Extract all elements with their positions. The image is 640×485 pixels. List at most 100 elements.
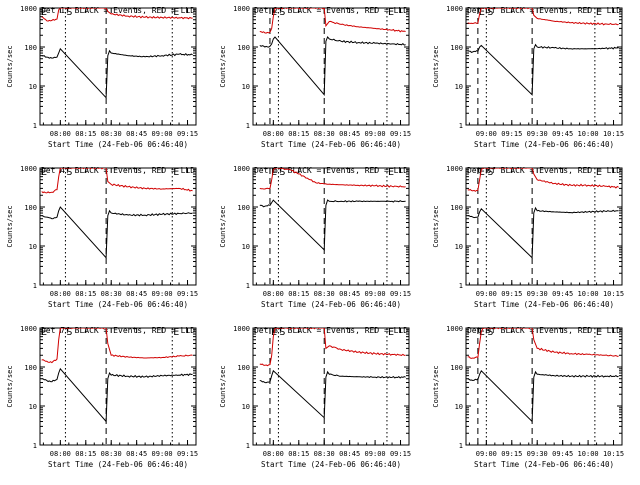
x-axis-label: Start Time (24-Feb-06 06:46:40) [48, 300, 188, 309]
time-marker-label: E [479, 167, 485, 178]
detector-panel: Det 4f BLACK = Events, RED = LLD 1 10 100 10… [0, 160, 213, 320]
time-marker-label: S [279, 327, 285, 338]
event-rate-series [41, 367, 193, 423]
chart-title: Det 4f BLACK = Events, RED = LLD [41, 166, 195, 175]
x-axis-label: Start Time (24-Feb-06 06:46:40) [261, 140, 401, 149]
x-tick-label: 08:00 [263, 450, 284, 458]
x-tick-label: 08:30 [314, 450, 335, 458]
y-tick-label: 10 [242, 83, 250, 91]
x-tick-label: 09:00 [152, 290, 173, 298]
lld-rate-series [259, 8, 406, 34]
time-marker-label: E [388, 7, 394, 18]
event-rate-series [467, 369, 619, 423]
y-axis-label: Counts/sec [432, 365, 440, 407]
chart-title: Det 8f BLACK = Events, RED = LLD [254, 326, 408, 335]
y-tick-label: 1 [33, 442, 37, 450]
x-tick-label: 09:15 [177, 290, 198, 298]
x-tick-label: 09:00 [365, 450, 386, 458]
time-marker-label: S [487, 327, 493, 338]
x-tick-label: 09:00 [152, 450, 173, 458]
y-tick-label: 1 [459, 442, 463, 450]
lld-rate-series [259, 328, 406, 367]
time-marker-label: E [41, 167, 47, 178]
y-tick-label: 10 [29, 403, 37, 411]
chart-title: Det 3f BLACK = Events, RED = LLD [467, 6, 621, 15]
event-rate-series [467, 206, 619, 259]
detector-chart: Det 2f BLACK = Events, RED = LLD 1 10 100 10… [219, 5, 411, 149]
x-tick-label: 08:30 [314, 290, 335, 298]
detector-chart: Det 7f BLACK = Events, RED = LLD 1 10 100 10… [6, 325, 198, 469]
x-tick-label: 08:15 [75, 130, 96, 138]
x-tick-label: 08:45 [126, 450, 147, 458]
detector-chart: Det 4f BLACK = Events, RED = LLD 1 10 100 10… [6, 165, 198, 309]
lld-rate-series [467, 168, 619, 192]
event-rate-series [467, 43, 619, 96]
detector-panel: Det 7f BLACK = Events, RED = LLD 1 10 100 10… [0, 320, 213, 480]
x-tick-label: 09:30 [527, 290, 548, 298]
chart-title: Det 5f BLACK = Events, RED = LLD [254, 166, 408, 175]
x-tick-label: 09:15 [177, 130, 198, 138]
x-tick-label: 09:45 [552, 290, 573, 298]
x-tick-label: 09:00 [476, 450, 497, 458]
x-axis-label: Start Time (24-Feb-06 06:46:40) [474, 140, 614, 149]
lld-rate-series [467, 328, 619, 359]
y-axis-label: Counts/sec [432, 45, 440, 87]
chart-title: Det 7f BLACK = Events, RED = LLD [41, 326, 195, 335]
plot-frame [465, 167, 623, 286]
time-marker-label: E [596, 7, 602, 18]
plot-frame [465, 327, 623, 446]
x-tick-label: 10:00 [578, 130, 599, 138]
detector-panel: Det 2f BLACK = Events, RED = LLD 1 10 100 10… [213, 0, 426, 160]
y-tick-label: 100 [237, 204, 250, 212]
detector-panel: Det 6f BLACK = Events, RED = LLD 1 10 100 10… [426, 160, 639, 320]
time-marker-label: E [596, 167, 602, 178]
y-axis-label: Counts/sec [219, 365, 227, 407]
x-tick-label: 08:30 [101, 130, 122, 138]
event-rate-series [41, 47, 193, 99]
y-tick-label: 1 [33, 282, 37, 290]
event-rate-series [259, 36, 406, 97]
detector-chart: Det 1f BLACK = Events, RED = LLD 1 10 100 10… [6, 5, 198, 149]
lld-rate-series [41, 328, 193, 364]
y-tick-label: 100 [237, 364, 250, 372]
y-tick-label: 1 [246, 122, 250, 130]
y-tick-label: 10 [29, 243, 37, 251]
plot-frame [252, 7, 410, 126]
y-axis-label: Counts/sec [6, 365, 14, 407]
y-tick-label: 10 [455, 403, 463, 411]
detector-panel: Det 5f BLACK = Events, RED = LLD 1 10 100 10… [213, 160, 426, 320]
x-tick-label: 08:00 [50, 290, 71, 298]
plot-frame [39, 7, 197, 126]
detector-chart: Det 8f BLACK = Events, RED = LLD 1 10 100 10… [219, 325, 411, 469]
time-marker-label: S [487, 167, 493, 178]
detector-panel: Det 9f BLACK = Events, RED = LLD 1 10 100 10… [426, 320, 639, 480]
y-axis-label: Counts/sec [219, 205, 227, 247]
y-tick-label: 1000 [233, 325, 250, 333]
x-tick-label: 10:00 [578, 450, 599, 458]
time-marker-label: E [596, 327, 602, 338]
detector-panel: Det 1f BLACK = Events, RED = LLD 1 10 100 10… [0, 0, 213, 160]
time-marker-label: S [487, 7, 493, 18]
y-tick-label: 100 [24, 204, 37, 212]
plot-frame [465, 7, 623, 126]
plot-frame [39, 327, 197, 446]
lld-rate-series [259, 168, 406, 190]
x-tick-label: 08:45 [339, 290, 360, 298]
detector-chart: Det 6f BLACK = Events, RED = LLD 1 10 100 10… [432, 165, 624, 309]
lld-rate-series [41, 168, 193, 194]
x-tick-label: 08:45 [126, 130, 147, 138]
plot-frame [252, 167, 410, 286]
y-tick-label: 10 [242, 243, 250, 251]
time-marker-label: E [173, 327, 179, 338]
y-tick-label: 1000 [20, 165, 37, 173]
y-tick-label: 1000 [446, 325, 463, 333]
x-axis-label: Start Time (24-Feb-06 06:46:40) [261, 300, 401, 309]
time-marker-label: E [388, 327, 394, 338]
x-tick-label: 09:30 [527, 450, 548, 458]
y-tick-label: 10 [455, 243, 463, 251]
y-tick-label: 100 [24, 364, 37, 372]
time-marker-label: S [279, 7, 285, 18]
time-marker-label: E [173, 7, 179, 18]
plot-frame [252, 327, 410, 446]
